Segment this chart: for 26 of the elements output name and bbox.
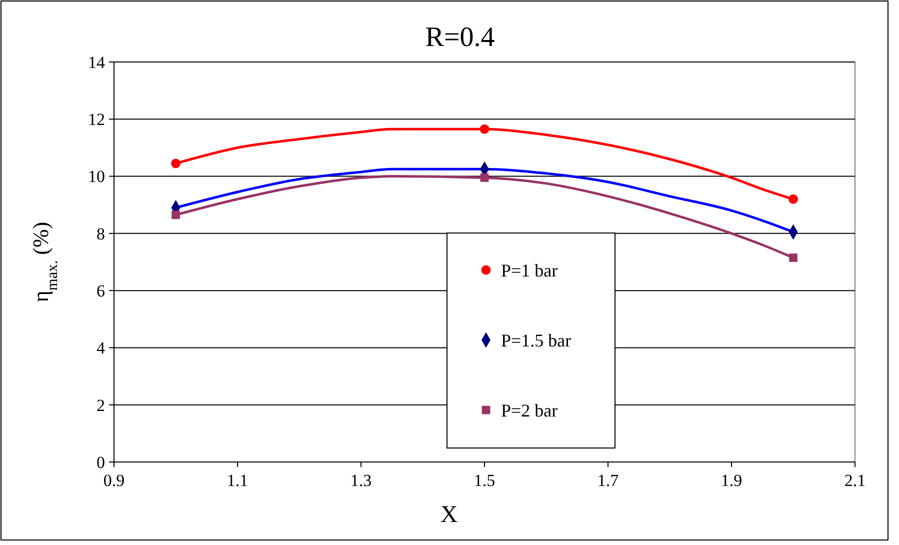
- point: [480, 174, 489, 182]
- y-tick-label: 8: [96, 224, 105, 244]
- x-tick-label: 0.9: [103, 471, 125, 490]
- y-tick-label: 6: [96, 282, 105, 301]
- y-tick-label: 4: [96, 338, 106, 358]
- legend-label: P=2 bar: [501, 400, 558, 420]
- chart-title: R=0.4: [425, 22, 495, 53]
- legend-label: P=1 bar: [501, 260, 558, 280]
- x-tick-label: 1.9: [720, 471, 742, 490]
- x-tick-label: 1.5: [474, 471, 496, 490]
- x-tick-label: 1.7: [597, 471, 620, 490]
- point: [789, 254, 798, 262]
- point: [171, 158, 180, 168]
- y-tick-label: 2: [96, 396, 105, 415]
- legend-label: P=1.5 bar: [501, 330, 572, 350]
- y-tick-label: 12: [88, 110, 105, 130]
- point: [172, 210, 180, 220]
- x-axis-title: X: [440, 502, 458, 528]
- y-tick-label: 10: [88, 167, 105, 186]
- y-tick-label: 14: [88, 52, 106, 72]
- x-tick-label: 2.1: [844, 471, 866, 490]
- point: [480, 124, 490, 134]
- point: [788, 194, 798, 204]
- x-tick-label: 1.3: [350, 471, 372, 490]
- y-tick-label: 0: [96, 452, 105, 472]
- x-tick-label: 1.1: [226, 471, 248, 490]
